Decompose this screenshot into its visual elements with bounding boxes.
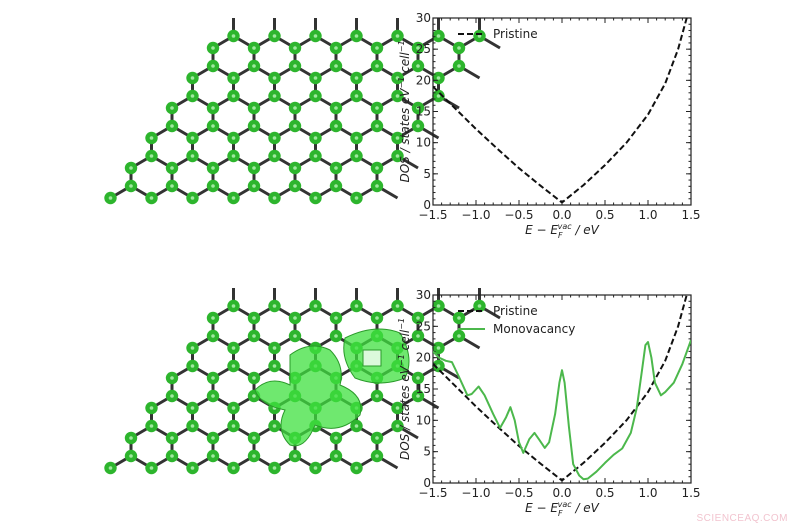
watermark: SCIENCEAQ.COM <box>696 513 788 524</box>
y-axis-label: DOS / states eV−1 cell−1 <box>397 40 412 182</box>
x-axis-label: E − EFvac / eV <box>525 222 600 240</box>
y-tick-label: 25 <box>416 42 431 56</box>
x-tick-label: −0.5 <box>504 486 533 500</box>
legend-entry: Monovacancy <box>493 322 575 336</box>
x-tick-label: 1.5 <box>681 486 700 500</box>
y-tick-label: 25 <box>416 319 431 333</box>
y-tick-label: 5 <box>423 167 431 181</box>
monovacancy-graphene-structure <box>104 288 501 475</box>
y-tick-label: 10 <box>416 136 431 150</box>
y-tick-label: 20 <box>416 351 431 365</box>
x-tick-label: 0.5 <box>595 486 614 500</box>
x-tick-label: −1.0 <box>461 208 490 222</box>
x-tick-label: 1.0 <box>638 208 657 222</box>
legend-entry: Pristine <box>493 304 538 318</box>
x-tick-label: −1.0 <box>461 486 490 500</box>
pristine-graphene-structure <box>104 18 501 205</box>
y-tick-label: 0 <box>423 476 431 490</box>
y-tick-label: 15 <box>416 105 431 119</box>
x-tick-label: −1.5 <box>418 208 447 222</box>
y-tick-label: 0 <box>423 198 431 212</box>
x-tick-label: 1.0 <box>638 486 657 500</box>
x-axis-label: E − EFvac / eV <box>525 500 600 518</box>
plot-frame <box>432 17 692 206</box>
series-line-pristine <box>433 295 688 482</box>
y-tick-label: 5 <box>423 445 431 459</box>
x-tick-label: 1.5 <box>681 208 700 222</box>
x-tick-label: 0.5 <box>595 208 614 222</box>
y-tick-label: 10 <box>416 413 431 427</box>
x-tick-label: 0.0 <box>552 486 571 500</box>
x-tick-label: −1.5 <box>418 486 447 500</box>
y-tick-label: 30 <box>416 11 431 25</box>
dos-chart-pristine: −1.5 −1.0 −0.5 0.0 0.5 1.0 1.5 0 5 10 15 20 25 30 E − … <box>397 11 701 240</box>
x-tick-label: −0.5 <box>504 208 533 222</box>
y-axis-label: DOS / states eV−1 cell−1 <box>397 318 412 460</box>
x-tick-label: 0.0 <box>552 208 571 222</box>
dos-chart-monovacancy: −1.5 −1.0 −0.5 0.0 0.5 1.0 1.5 0 5 10 15 20 25 30 E − … <box>397 288 701 518</box>
y-tick-label: 15 <box>416 382 431 396</box>
legend-entry: Pristine <box>493 27 538 41</box>
series-line-monovacancy <box>433 339 691 481</box>
y-tick-label: 30 <box>416 288 431 302</box>
y-tick-label: 20 <box>416 73 431 87</box>
series-line-pristine <box>433 18 688 204</box>
